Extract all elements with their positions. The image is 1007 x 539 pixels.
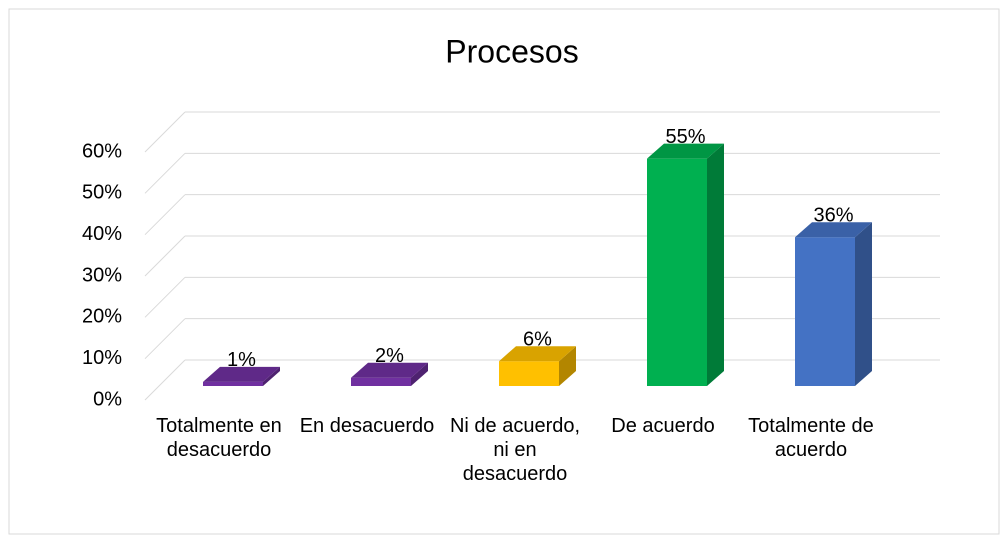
grid-line-side [144, 359, 186, 401]
y-tick-label: 10% [82, 347, 122, 369]
bar-side [263, 366, 280, 386]
bar-top [647, 143, 724, 159]
bar-side [411, 362, 428, 386]
chart-title: Procesos [445, 33, 578, 69]
y-tick-label: 30% [82, 264, 122, 286]
grid-line-side [144, 111, 186, 153]
x-tick-label: Totalmente en desacuerdo [156, 415, 282, 461]
data-label: 36% [813, 204, 853, 226]
y-tick-label: 40% [82, 223, 122, 245]
data-label: 1% [227, 349, 256, 371]
grid-line-side [144, 318, 186, 360]
grid-line-side [144, 194, 186, 236]
bar-front [647, 158, 707, 386]
bar-side [559, 346, 576, 386]
data-label: 2% [375, 345, 404, 367]
bar-top [499, 346, 576, 362]
bar-front [203, 381, 263, 386]
grid-line-side [144, 235, 186, 277]
bar-front [499, 361, 559, 386]
bar-top [351, 362, 428, 378]
bar-side [707, 143, 724, 386]
x-tick-label: Ni de acuerdo, ni en desacuerdo [449, 415, 581, 485]
grid-line-side [144, 152, 186, 194]
bar-side [855, 222, 872, 386]
bar-top [203, 366, 280, 382]
y-tick-label: 50% [82, 182, 122, 204]
x-tick-label: De acuerdo [611, 415, 715, 437]
data-label: 6% [523, 328, 552, 350]
grid-line-side [144, 276, 186, 318]
x-tick-label: Totalmente de acuerdo [748, 415, 874, 461]
bar-front [795, 237, 855, 386]
y-tick-label: 60% [82, 140, 122, 162]
bar-front [351, 377, 411, 386]
x-tick-label: En desacuerdo [299, 415, 435, 437]
y-tick-label: 20% [82, 306, 122, 328]
bar-top [795, 222, 872, 238]
y-tick-label: 0% [93, 388, 122, 410]
data-label: 55% [665, 126, 705, 148]
